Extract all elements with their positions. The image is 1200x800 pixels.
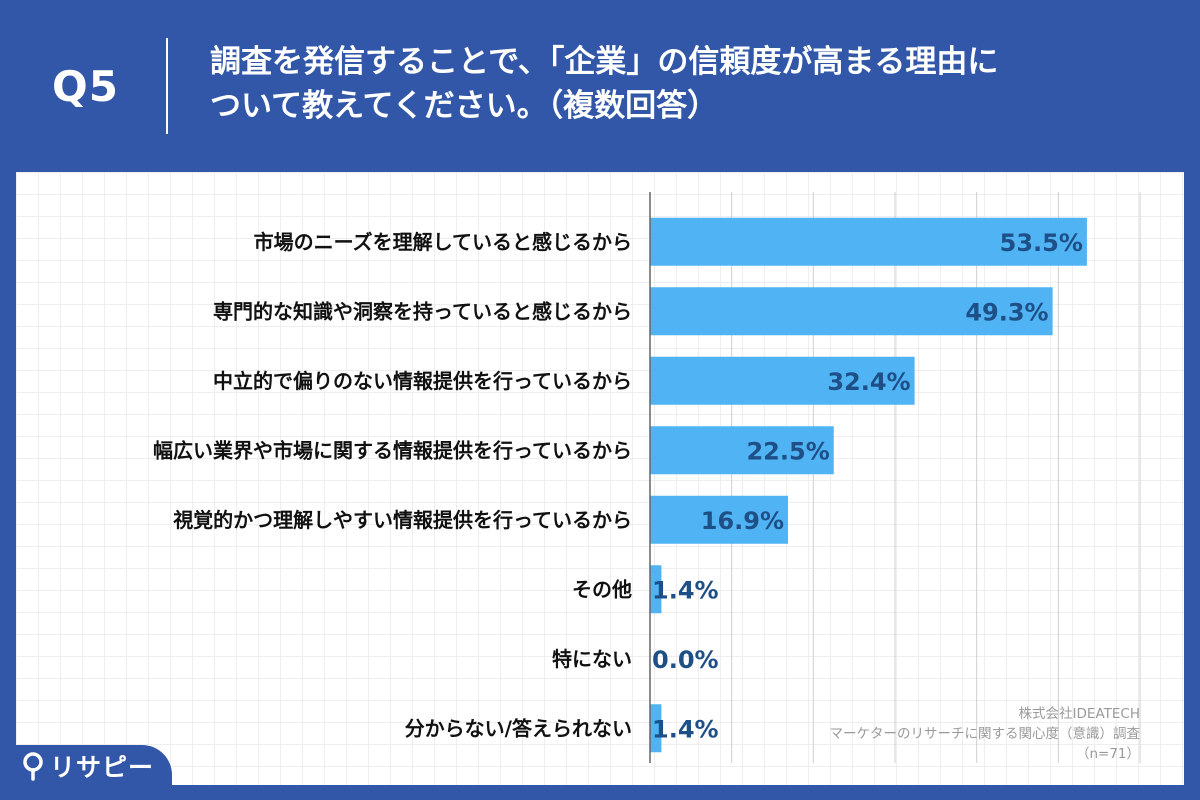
category-label: 視覚的かつ理解しやすい情報提供を行っているから — [172, 508, 632, 532]
source-sample-size: （n=71） — [1075, 746, 1140, 762]
bar — [650, 217, 1087, 266]
bar — [650, 495, 789, 544]
header-divider — [166, 38, 168, 134]
question-text: 調査を発信することで、「企業」の信頼度が高まる理由に ついて教えてください。（複… — [210, 40, 1170, 128]
source-company: 株式会社IDEATECH — [1018, 706, 1140, 722]
data-label: 49.3% — [965, 298, 1048, 326]
source-survey: マーケターのリサーチに関する関心度（意識）調査 — [829, 726, 1141, 742]
category-label: 幅広い業界や市場に関する情報提供を行っているから — [153, 438, 632, 462]
pin-icon — [22, 751, 44, 781]
category-label: 特にない — [552, 647, 632, 671]
data-label: 0.0% — [652, 646, 719, 674]
source-note: 株式会社IDEATECH マーケターのリサーチに関する関心度（意識）調査 （n=… — [830, 704, 1141, 764]
bar — [650, 356, 915, 405]
bar — [650, 704, 662, 753]
chart-card: 市場のニーズを理解していると感じるから 53.5% 専門的な知識や洞察を持っていると… — [16, 172, 1184, 785]
bar — [650, 287, 1053, 336]
category-label: 専門的な知識や洞察を持っていると感じるから — [213, 299, 632, 323]
bar — [650, 565, 662, 614]
data-label: 1.4% — [652, 576, 719, 604]
logo-text: リサピー — [50, 753, 155, 782]
question-number: Q5 — [52, 62, 119, 111]
data-label: 1.4% — [652, 715, 719, 743]
data-label: 53.5% — [1000, 229, 1083, 257]
bar-chart: 市場のニーズを理解していると感じるから 53.5% 専門的な知識や洞察を持っていると… — [153, 192, 1141, 763]
brand-logo: リサピー — [22, 748, 154, 784]
bar — [650, 426, 834, 475]
category-label: 分からない/答えられない — [405, 716, 632, 740]
data-label: 16.9% — [701, 507, 784, 535]
question-line-1: 調査を発信することで、「企業」の信頼度が高まる理由に — [210, 44, 999, 80]
header: Q5 調査を発信することで、「企業」の信頼度が高まる理由に ついて教えてください… — [0, 0, 1200, 172]
question-line-2: ついて教えてください。（複数回答） — [210, 88, 719, 124]
category-label: その他 — [572, 577, 632, 601]
category-label: 中立的で偏りのない情報提供を行っているから — [213, 369, 632, 393]
data-label: 32.4% — [827, 368, 910, 396]
data-label: 22.5% — [746, 437, 829, 465]
category-label: 市場のニーズを理解していると感じるから — [254, 230, 632, 254]
